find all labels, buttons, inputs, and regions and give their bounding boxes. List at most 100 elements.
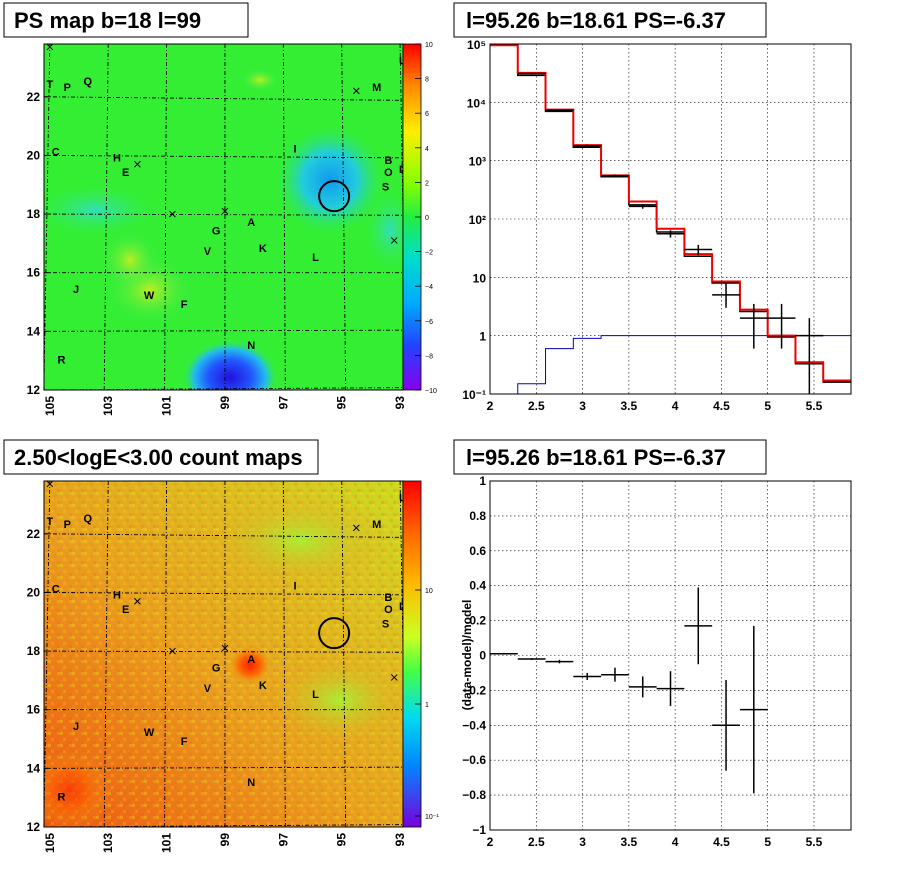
map-grid-line-l bbox=[103, 480, 109, 828]
source-label: L bbox=[312, 252, 319, 264]
spectrum-x-tick-label: 2 bbox=[487, 399, 494, 413]
source-label: T bbox=[46, 516, 53, 528]
spectrum-x-tick-label: 3.5 bbox=[621, 399, 638, 413]
y-tick-label: 16 bbox=[27, 703, 41, 717]
spectrum-x-tick-label: 4 bbox=[672, 399, 679, 413]
spectrum-black-model-line bbox=[490, 44, 851, 383]
map-grid-line-b bbox=[43, 650, 404, 653]
residual-y-tick-label: 0.4 bbox=[469, 579, 486, 593]
map-grid-line-b bbox=[43, 387, 404, 391]
residual-plot bbox=[490, 587, 768, 794]
residual-y-tick-label: −0.2 bbox=[462, 683, 486, 697]
source-label: A bbox=[247, 654, 255, 666]
x-tick-label: 99 bbox=[218, 833, 232, 847]
spectrum-y-tick-label: 10 bbox=[473, 271, 487, 285]
spectrum-blue-component-line bbox=[490, 335, 851, 395]
y-tick-label: 14 bbox=[27, 324, 41, 338]
spectrum-x-ticks: 2 2.5 3 3.5 4 4.5 5 5.5 bbox=[487, 399, 823, 413]
x-tick-label: 101 bbox=[160, 396, 174, 416]
residual-x-tick-label: 2.5 bbox=[528, 835, 545, 849]
source-cross-marker bbox=[46, 43, 54, 51]
residual-x-tick-label: 2 bbox=[487, 835, 494, 849]
y-tick-label: 16 bbox=[27, 266, 41, 280]
residual-frame bbox=[489, 480, 852, 831]
residual-y-tick-label: 0.6 bbox=[469, 544, 486, 558]
source-label: W bbox=[144, 290, 155, 302]
source-label: N bbox=[247, 777, 255, 789]
source-label: Q bbox=[83, 513, 92, 525]
residual-y-tick-label: −0.6 bbox=[462, 753, 486, 767]
source-label: M bbox=[372, 82, 381, 94]
count-map-sources: TPQMUCHEIBODSAGKVLJWFNR bbox=[46, 480, 407, 804]
colorbar-tick-label: 8 bbox=[425, 77, 429, 84]
colorbar-tick-label: 10 bbox=[425, 588, 433, 595]
spectrum-x-tick-label: 4.5 bbox=[713, 399, 730, 413]
y-tick-label: 14 bbox=[27, 761, 41, 775]
source-cross-marker bbox=[221, 644, 229, 652]
residual-x-tick-label: 5 bbox=[764, 835, 771, 849]
y-tick-label: 18 bbox=[27, 207, 41, 221]
source-label: O bbox=[384, 167, 393, 179]
source-label: O bbox=[384, 604, 393, 616]
spectrum-y-ticks: 10⁻¹ 1 10 10² 10³ 10⁴ 10⁵ bbox=[462, 38, 486, 402]
count-map-title-box: 2.50<logE<3.00 count maps bbox=[3, 439, 319, 475]
source-label: V bbox=[204, 683, 212, 695]
source-label: P bbox=[64, 519, 71, 531]
spectrum-y-tick-label: 10⁻¹ bbox=[462, 388, 486, 402]
source-label: J bbox=[73, 284, 79, 296]
x-tick-label: 103 bbox=[101, 396, 115, 416]
source-label: J bbox=[73, 721, 79, 733]
count-target-circle bbox=[318, 617, 351, 650]
x-tick-label: 105 bbox=[43, 833, 57, 853]
source-label: G bbox=[212, 226, 221, 238]
x-tick-label: 95 bbox=[335, 833, 349, 847]
source-cross-marker bbox=[390, 237, 398, 244]
source-label: Q bbox=[83, 76, 92, 88]
spectrum-y-tick-label: 10² bbox=[469, 213, 486, 227]
spectrum-y-tick-label: 10⁴ bbox=[467, 96, 486, 110]
map-grid-line-l bbox=[282, 480, 286, 828]
x-tick-label: 97 bbox=[276, 396, 290, 410]
map-grid-line-b bbox=[43, 329, 404, 332]
spectrum-grid bbox=[490, 44, 851, 394]
source-cross-marker bbox=[169, 210, 176, 218]
map-grid-line-b bbox=[43, 213, 404, 216]
ps-map-x-ticks: 105 103 101 99 97 95 93 bbox=[43, 396, 407, 416]
residual-y-tick-label: −1 bbox=[472, 823, 486, 837]
source-label: L bbox=[312, 689, 319, 701]
spectrum-x-tick-label: 5.5 bbox=[806, 399, 823, 413]
spectrum-y-tick-label: 1 bbox=[479, 330, 486, 344]
residual-panel: l=95.26 b=18.61 PS=-6.37 2 2.5 3 3.5 4 4.5 5 5.… bbox=[453, 439, 852, 849]
map-grid-line-l bbox=[341, 43, 347, 391]
source-label: V bbox=[204, 246, 212, 258]
spectrum-x-tick-label: 3 bbox=[579, 399, 586, 413]
count-map-y-ticks: 12 14 16 18 20 22 bbox=[27, 527, 50, 834]
source-label: B bbox=[384, 155, 392, 167]
residual-grid bbox=[490, 481, 851, 830]
residual-y-ticks: 1 0.8 0.6 0.4 0.2 0 −0.2 −0.4 −0.6 −0.8 −1 bbox=[462, 474, 486, 837]
source-cross-marker bbox=[134, 160, 141, 168]
source-cross-marker bbox=[352, 524, 360, 532]
colorbar-tick-label: −8 bbox=[425, 353, 433, 360]
residual-title-box: l=95.26 b=18.61 PS=-6.37 bbox=[453, 439, 767, 475]
colorbar-tick-label: −2 bbox=[425, 250, 433, 257]
x-tick-label: 97 bbox=[276, 833, 290, 847]
colorbar-tick-label: 6 bbox=[425, 111, 429, 118]
ps-map-grid bbox=[43, 43, 407, 391]
source-label: K bbox=[259, 243, 267, 255]
count-map-panel: 2.50<logE<3.00 count maps TPQMUCHEIBODSA… bbox=[3, 439, 439, 853]
map-grid-line-l bbox=[43, 480, 51, 828]
source-label: C bbox=[52, 583, 60, 595]
x-tick-label: 105 bbox=[43, 396, 57, 416]
colorbar-tick-label: 2 bbox=[425, 180, 429, 187]
source-label: P bbox=[64, 82, 71, 94]
spectrum-panel: l=95.26 b=18.61 PS=-6.37 2 2.5 3 3.5 4 4.5 5 5.… bbox=[453, 2, 852, 413]
count-map-title: 2.50<logE<3.00 count maps bbox=[14, 445, 303, 470]
count-colorbar: 10 1 10⁻¹ bbox=[402, 480, 439, 828]
residual-y-tick-label: 0.2 bbox=[469, 614, 486, 628]
ps-target-circle bbox=[318, 180, 351, 213]
colorbar-tick-label: 0 bbox=[425, 215, 429, 222]
source-cross-marker bbox=[46, 480, 54, 488]
y-tick-label: 18 bbox=[27, 644, 41, 658]
